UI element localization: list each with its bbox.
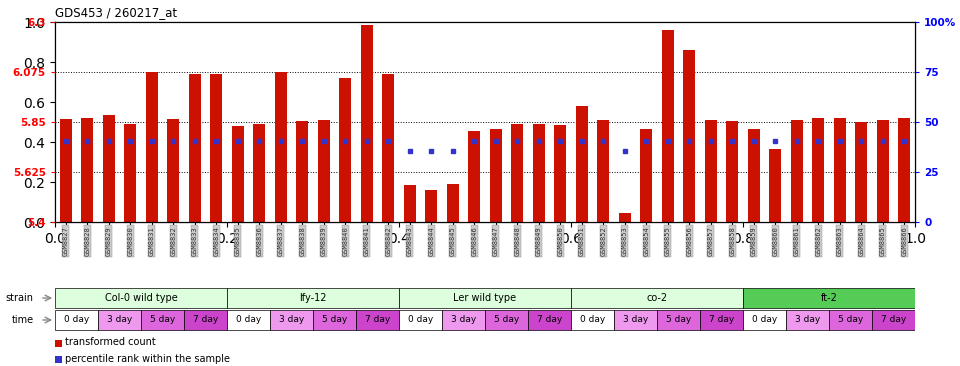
Bar bbox=[554, 125, 566, 222]
Bar bbox=[399, 288, 571, 308]
Text: 3 day: 3 day bbox=[451, 315, 476, 325]
Bar bbox=[571, 310, 614, 330]
Bar bbox=[189, 74, 201, 222]
Bar bbox=[727, 121, 738, 222]
Bar bbox=[82, 117, 93, 222]
Bar bbox=[167, 119, 180, 222]
Bar bbox=[146, 72, 157, 222]
Bar bbox=[399, 310, 442, 330]
Bar bbox=[227, 310, 270, 330]
Bar bbox=[899, 117, 910, 222]
Bar bbox=[60, 119, 72, 222]
Bar bbox=[512, 124, 523, 222]
Bar bbox=[657, 310, 700, 330]
Bar bbox=[748, 129, 759, 222]
Text: co-2: co-2 bbox=[646, 293, 667, 303]
Text: 7 day: 7 day bbox=[708, 315, 734, 325]
Bar bbox=[661, 30, 674, 222]
Text: time: time bbox=[12, 315, 34, 325]
Bar bbox=[700, 310, 743, 330]
Text: 0 day: 0 day bbox=[580, 315, 605, 325]
Text: 7 day: 7 day bbox=[193, 315, 218, 325]
Bar bbox=[404, 185, 416, 222]
Text: 0 day: 0 day bbox=[752, 315, 778, 325]
Text: 3 day: 3 day bbox=[623, 315, 648, 325]
Bar bbox=[614, 310, 657, 330]
Bar bbox=[425, 190, 437, 222]
Bar bbox=[382, 74, 395, 222]
Bar bbox=[356, 310, 399, 330]
Bar bbox=[210, 74, 222, 222]
Bar bbox=[743, 310, 786, 330]
Bar bbox=[442, 310, 485, 330]
Text: GDS453 / 260217_at: GDS453 / 260217_at bbox=[55, 6, 178, 19]
Text: 0 day: 0 day bbox=[64, 315, 89, 325]
Text: 5 day: 5 day bbox=[838, 315, 863, 325]
Text: ft-2: ft-2 bbox=[821, 293, 837, 303]
Text: 5 day: 5 day bbox=[322, 315, 348, 325]
Bar bbox=[619, 213, 631, 222]
Text: lfy-12: lfy-12 bbox=[300, 293, 326, 303]
Text: 5 day: 5 day bbox=[493, 315, 519, 325]
Bar bbox=[855, 122, 867, 222]
Text: Ler wild type: Ler wild type bbox=[453, 293, 516, 303]
Bar bbox=[339, 78, 351, 222]
Text: 7 day: 7 day bbox=[365, 315, 390, 325]
Bar bbox=[361, 25, 372, 222]
Bar bbox=[270, 310, 313, 330]
Bar bbox=[812, 117, 825, 222]
Text: transformed count: transformed count bbox=[65, 337, 156, 347]
Bar bbox=[876, 120, 889, 222]
Bar bbox=[872, 310, 915, 330]
Text: 3 day: 3 day bbox=[795, 315, 820, 325]
Bar bbox=[55, 310, 98, 330]
Text: 0 day: 0 day bbox=[408, 315, 433, 325]
Bar bbox=[705, 120, 717, 222]
Bar bbox=[275, 72, 287, 222]
Text: 5 day: 5 day bbox=[150, 315, 175, 325]
Bar bbox=[253, 124, 265, 222]
Bar bbox=[125, 124, 136, 222]
Bar bbox=[769, 149, 781, 222]
Bar bbox=[313, 310, 356, 330]
Bar bbox=[318, 120, 329, 222]
Bar bbox=[829, 310, 872, 330]
Bar bbox=[684, 50, 695, 222]
Text: 3 day: 3 day bbox=[107, 315, 132, 325]
Bar bbox=[55, 340, 62, 347]
Text: 7 day: 7 day bbox=[881, 315, 906, 325]
Text: 0 day: 0 day bbox=[236, 315, 261, 325]
Bar bbox=[184, 310, 227, 330]
Bar bbox=[297, 121, 308, 222]
Bar bbox=[743, 288, 915, 308]
Bar bbox=[55, 288, 227, 308]
Bar bbox=[834, 117, 846, 222]
Text: 3 day: 3 day bbox=[278, 315, 304, 325]
Bar bbox=[490, 129, 502, 222]
Bar bbox=[597, 120, 610, 222]
Text: 5 day: 5 day bbox=[666, 315, 691, 325]
Text: percentile rank within the sample: percentile rank within the sample bbox=[65, 354, 230, 364]
Bar bbox=[468, 131, 480, 222]
Bar bbox=[786, 310, 829, 330]
Bar bbox=[227, 288, 399, 308]
Bar bbox=[103, 115, 114, 222]
Bar bbox=[231, 126, 244, 222]
Bar bbox=[576, 107, 588, 222]
Bar bbox=[98, 310, 141, 330]
Bar bbox=[55, 355, 62, 362]
Bar bbox=[533, 124, 544, 222]
Bar bbox=[791, 120, 803, 222]
Text: Col-0 wild type: Col-0 wild type bbox=[105, 293, 178, 303]
Bar bbox=[485, 310, 528, 330]
Bar bbox=[141, 310, 184, 330]
Bar bbox=[528, 310, 571, 330]
Bar bbox=[571, 288, 743, 308]
Bar bbox=[640, 129, 652, 222]
Text: strain: strain bbox=[6, 293, 34, 303]
Text: 7 day: 7 day bbox=[537, 315, 563, 325]
Bar bbox=[446, 184, 459, 222]
